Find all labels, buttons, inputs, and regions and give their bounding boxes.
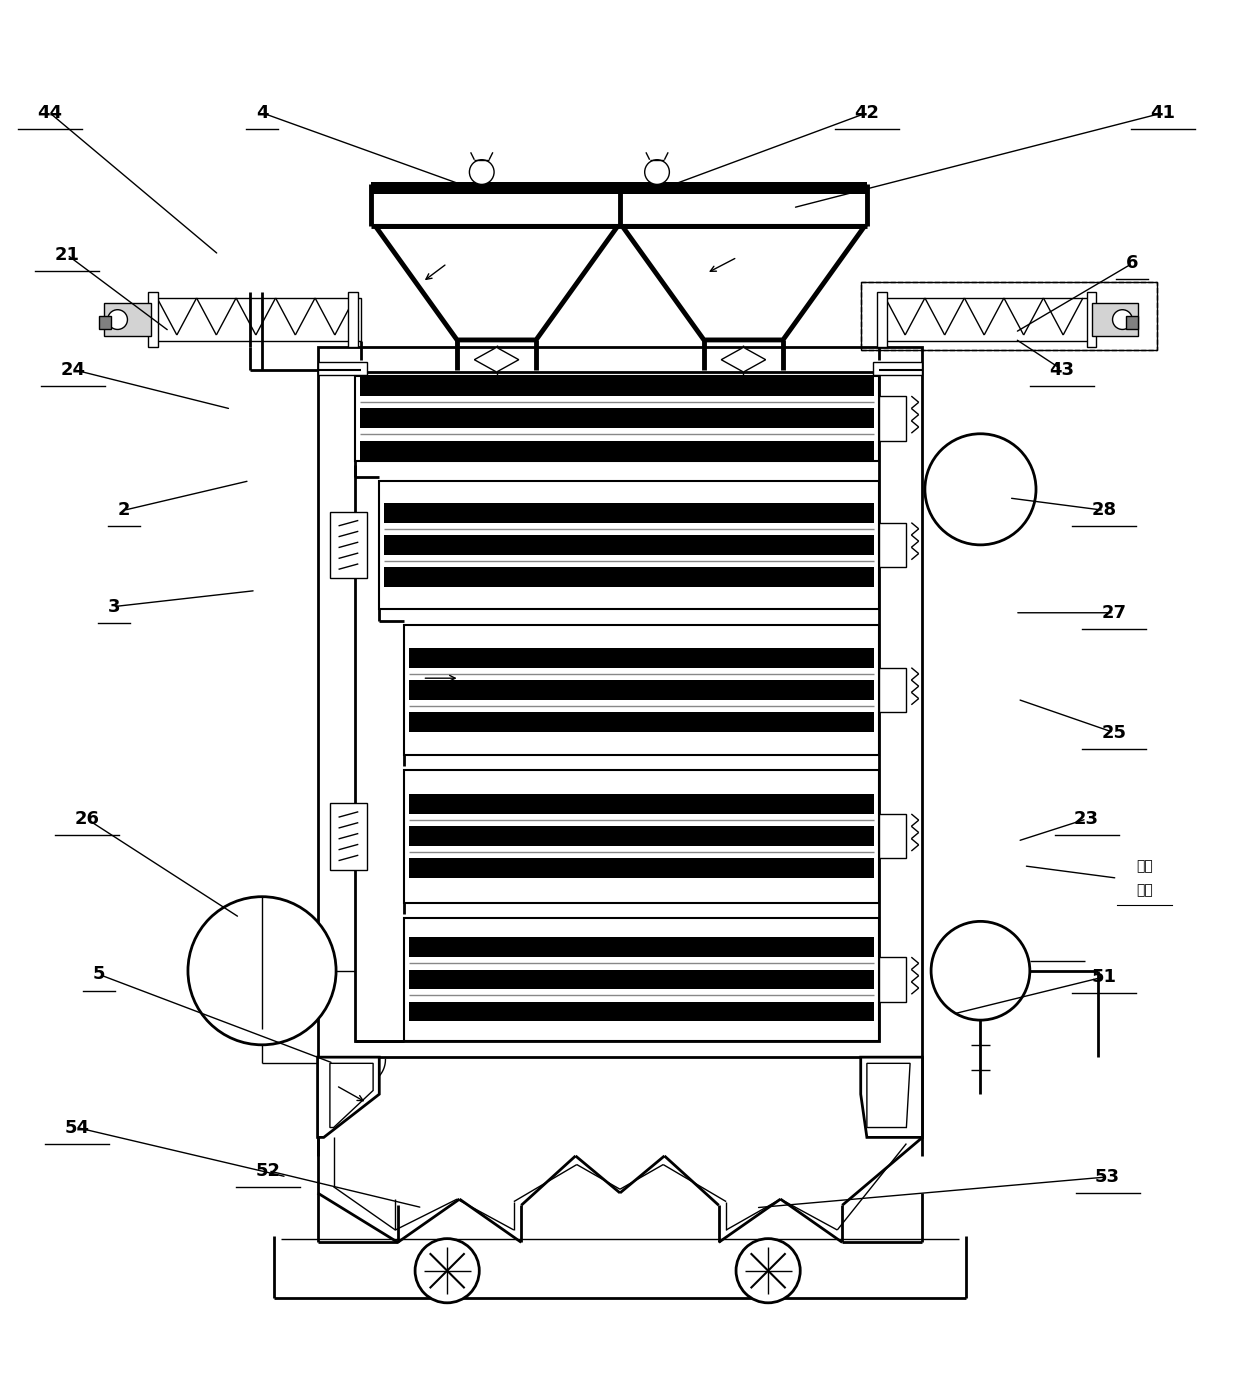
Bar — [879, 396, 906, 441]
Bar — [409, 858, 874, 879]
Text: 气体: 气体 — [1136, 883, 1153, 898]
Text: 5: 5 — [93, 966, 105, 984]
Text: 41: 41 — [1151, 104, 1176, 122]
Text: 2: 2 — [118, 502, 130, 520]
Text: 51: 51 — [1091, 967, 1116, 985]
Bar — [151, 298, 361, 341]
Bar — [873, 362, 923, 374]
Bar — [348, 292, 358, 348]
Bar — [409, 1002, 874, 1021]
Polygon shape — [861, 1058, 923, 1138]
Text: 21: 21 — [55, 245, 79, 263]
Circle shape — [188, 897, 336, 1045]
Bar — [149, 292, 159, 348]
Bar — [879, 298, 1089, 341]
Circle shape — [470, 159, 494, 184]
Text: 6: 6 — [1126, 255, 1138, 273]
Text: 52: 52 — [255, 1161, 280, 1179]
Circle shape — [415, 1239, 480, 1303]
Text: 26: 26 — [74, 809, 99, 827]
Text: 25: 25 — [1101, 723, 1126, 742]
Bar — [404, 769, 879, 902]
Text: 4: 4 — [255, 104, 268, 122]
Polygon shape — [867, 1063, 910, 1128]
Bar — [409, 794, 874, 814]
Bar — [409, 826, 874, 845]
Bar — [384, 503, 874, 523]
Bar — [384, 567, 874, 586]
Bar — [409, 647, 874, 668]
Bar — [379, 481, 879, 608]
Bar — [879, 958, 906, 1002]
Text: 53: 53 — [1095, 1168, 1120, 1186]
Text: 3: 3 — [108, 597, 120, 615]
Bar — [355, 371, 879, 1041]
Bar — [360, 377, 874, 396]
Circle shape — [931, 922, 1030, 1020]
Text: 43: 43 — [1049, 360, 1074, 378]
Bar — [1091, 304, 1138, 337]
Text: 44: 44 — [37, 104, 62, 122]
Bar — [1126, 316, 1138, 328]
Bar — [879, 523, 906, 567]
Text: 24: 24 — [61, 360, 86, 378]
Polygon shape — [330, 1063, 373, 1128]
Bar — [404, 918, 879, 1041]
Bar — [1086, 292, 1096, 348]
Polygon shape — [475, 348, 518, 371]
Text: 28: 28 — [1091, 502, 1116, 520]
Bar — [409, 712, 874, 732]
Circle shape — [925, 434, 1035, 545]
Polygon shape — [622, 226, 864, 340]
Bar — [877, 292, 887, 348]
Circle shape — [1112, 309, 1132, 330]
Polygon shape — [317, 1058, 379, 1138]
Polygon shape — [376, 226, 618, 340]
Bar — [409, 970, 874, 990]
Bar — [99, 316, 112, 328]
Text: 54: 54 — [64, 1119, 89, 1137]
Bar — [371, 182, 867, 194]
Circle shape — [737, 1239, 800, 1303]
Bar — [861, 281, 1157, 349]
Bar — [360, 441, 874, 460]
Bar — [317, 348, 923, 1058]
Bar — [879, 668, 906, 712]
Polygon shape — [722, 348, 765, 371]
Text: 加热: 加热 — [1136, 859, 1153, 873]
Text: 27: 27 — [1101, 604, 1126, 622]
Bar — [104, 304, 151, 337]
Bar — [355, 376, 879, 462]
Bar — [409, 937, 874, 958]
Bar — [409, 681, 874, 700]
Circle shape — [645, 159, 670, 184]
Bar — [360, 409, 874, 428]
Text: 42: 42 — [854, 104, 879, 122]
Text: 23: 23 — [1074, 809, 1099, 827]
Bar — [330, 511, 367, 578]
Bar — [861, 281, 1157, 349]
Bar — [404, 625, 879, 755]
Bar — [384, 535, 874, 554]
Bar — [330, 802, 367, 869]
Circle shape — [108, 309, 128, 330]
Bar — [879, 814, 906, 858]
Bar — [317, 362, 367, 374]
